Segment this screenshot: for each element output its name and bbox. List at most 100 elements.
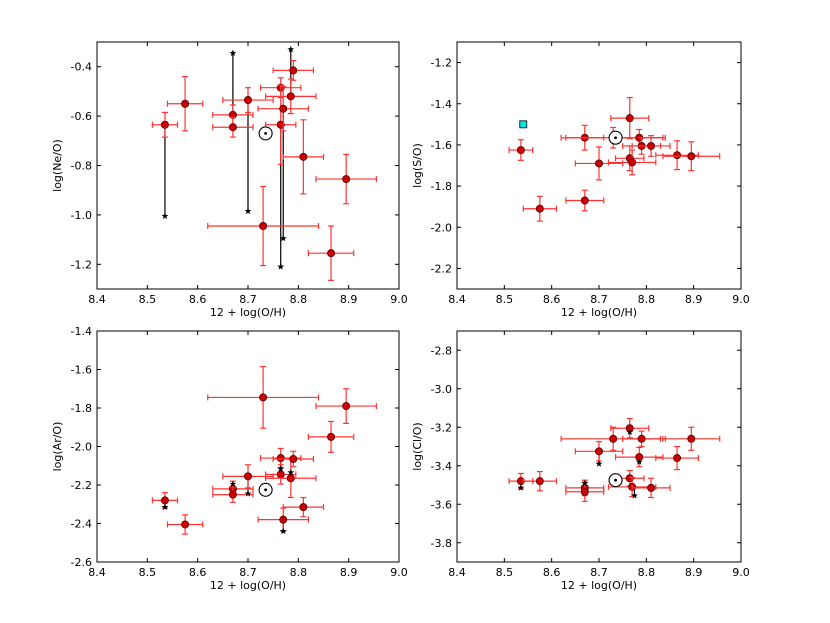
plot-frame xyxy=(96,330,400,563)
star-marker xyxy=(277,263,285,270)
x-tick-label: 8.6 xyxy=(189,293,207,306)
y-tick-label: -1.8 xyxy=(431,180,452,193)
panel-3: 8.4 8.5 8.6 8.7 8.8 8.9 9.0 -2.6 -2.4 -2.2 -2.0 -1.… xyxy=(51,325,408,592)
x-tick-label: 8.4 xyxy=(448,293,466,306)
x-tick-label: 8.5 xyxy=(496,566,514,579)
x-tick-label: 8.6 xyxy=(189,566,207,579)
data-point xyxy=(289,66,298,75)
y-tick-label: -1.6 xyxy=(431,139,452,152)
solar-marker-dot xyxy=(614,136,617,140)
data-point xyxy=(160,496,169,505)
data-point xyxy=(181,520,190,529)
star-marker xyxy=(635,458,643,465)
data-point xyxy=(687,434,696,443)
data-point xyxy=(673,454,682,463)
data-point xyxy=(289,455,298,464)
data-point xyxy=(160,120,169,129)
y-axis-label: log(S/O) xyxy=(411,143,424,188)
data-point xyxy=(259,393,268,402)
data-point xyxy=(647,483,656,492)
x-tick-label: 9.0 xyxy=(732,566,750,579)
data-point xyxy=(286,92,295,101)
data-point xyxy=(228,123,237,132)
data-point xyxy=(673,151,682,160)
star-marker xyxy=(626,428,634,435)
x-tick-label: 8.5 xyxy=(496,293,514,306)
star-marker xyxy=(581,479,589,486)
data-point xyxy=(228,490,237,499)
data-point xyxy=(279,515,288,524)
star-marker xyxy=(287,468,295,476)
data-point xyxy=(243,472,252,481)
x-axis-label: 12 + log(O/H) xyxy=(561,579,637,592)
square-marker xyxy=(519,120,528,129)
star-marker xyxy=(631,491,638,499)
x-tick-label: 9.0 xyxy=(390,566,408,579)
star-marker xyxy=(244,490,252,497)
y-tick-label: -1.2 xyxy=(71,258,92,271)
data-point xyxy=(286,474,295,483)
x-axis-label: 12 + log(O/H) xyxy=(561,306,637,319)
y-tick-label: -2.2 xyxy=(71,479,92,492)
data-point xyxy=(535,477,544,486)
data-point xyxy=(647,141,656,150)
x-tick-label: 8.7 xyxy=(239,566,257,579)
y-tick-label: -2.8 xyxy=(431,344,452,357)
data-point xyxy=(609,434,618,443)
data-point xyxy=(628,158,637,167)
x-tick-label: 8.5 xyxy=(139,293,157,306)
data-point xyxy=(181,99,190,108)
y-tick-label: -0.6 xyxy=(71,110,92,123)
data-point xyxy=(687,152,696,161)
data-point xyxy=(516,146,525,155)
y-tick-label: -0.4 xyxy=(71,61,92,74)
data-point xyxy=(259,222,268,231)
star-marker xyxy=(287,45,295,53)
star-marker xyxy=(277,465,285,472)
data-point xyxy=(279,104,288,113)
data-point xyxy=(327,432,336,441)
panel-1: 8.4 8.5 8.6 8.7 8.8 8.9 9.0 -1.2 -1.0 -0.8 -0.6 -0.… xyxy=(51,41,408,319)
data-point xyxy=(580,196,589,205)
data-point xyxy=(625,114,634,123)
y-tick-label: -2.6 xyxy=(71,556,92,569)
y-tick-label: -3.8 xyxy=(431,537,452,550)
star-marker xyxy=(279,527,287,535)
x-tick-label: 8.4 xyxy=(88,293,106,306)
data-point xyxy=(595,159,604,168)
x-tick-label: 8.6 xyxy=(543,566,561,579)
y-tick-label: -1.2 xyxy=(431,57,452,70)
y-tick-label: -2.2 xyxy=(431,262,452,275)
x-tick-label: 8.7 xyxy=(590,566,608,579)
solar-marker-dot xyxy=(264,131,268,135)
panel-2: 8.4 8.5 8.6 8.7 8.8 8.9 9.0 -2.2 -2.0 -1.8 -1.6 -1.… xyxy=(411,41,750,319)
data-point xyxy=(637,434,646,443)
y-axis-label: log(Ar/O) xyxy=(51,422,64,472)
data-point xyxy=(595,447,604,456)
star-marker xyxy=(279,234,287,242)
data-point xyxy=(299,503,308,512)
data-point xyxy=(299,152,308,161)
y-tick-label: -3.2 xyxy=(431,421,452,434)
x-tick-label: 8.9 xyxy=(340,293,358,306)
x-tick-label: 8.8 xyxy=(290,293,308,306)
x-tick-label: 8.7 xyxy=(590,293,608,306)
x-tick-label: 8.6 xyxy=(543,293,561,306)
x-axis-label: 12 + log(O/H) xyxy=(210,306,286,319)
star-marker xyxy=(244,207,252,215)
y-tick-label: -2.4 xyxy=(71,518,92,531)
x-axis-label: 12 + log(O/H) xyxy=(210,579,286,592)
x-tick-label: 8.7 xyxy=(239,293,257,306)
y-tick-label: -1.0 xyxy=(71,209,92,222)
data-point xyxy=(276,470,285,479)
y-tick-label: -1.4 xyxy=(431,98,452,111)
y-tick-label: -3.0 xyxy=(431,383,452,396)
solar-marker-dot xyxy=(614,478,617,482)
panel-4: 8.4 8.5 8.6 8.7 8.8 8.9 9.0 -3.8 -3.6 -3.4 -3.2 -3.… xyxy=(411,330,750,592)
y-tick-label: -3.6 xyxy=(431,498,452,511)
x-tick-label: 9.0 xyxy=(732,293,750,306)
y-axis-label: log(Cl/O) xyxy=(411,422,424,470)
x-tick-label: 8.8 xyxy=(638,566,656,579)
star-marker xyxy=(161,503,169,511)
star-marker xyxy=(517,484,525,491)
